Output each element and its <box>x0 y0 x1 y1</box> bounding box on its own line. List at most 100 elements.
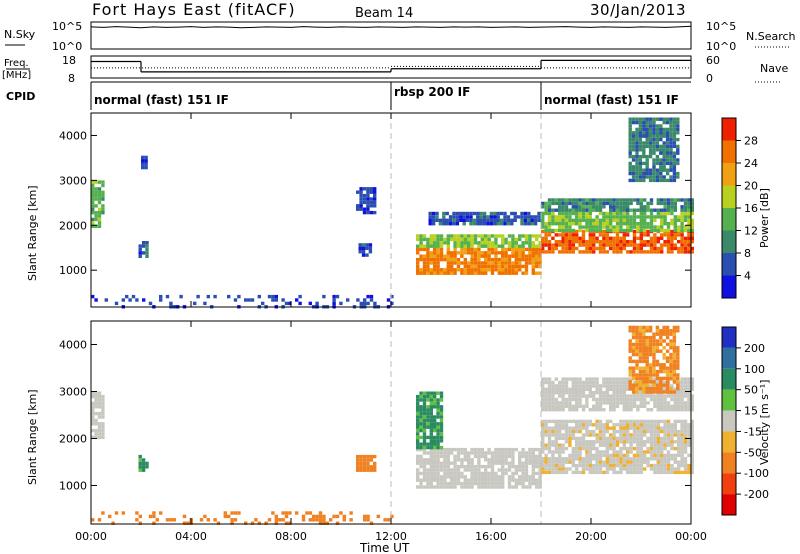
power-cell <box>527 218 531 222</box>
velocity-cell <box>663 426 667 430</box>
velocity-cell <box>683 470 688 475</box>
velocity-cell <box>639 470 643 475</box>
velocity-cell <box>450 468 454 472</box>
velocity-cell <box>419 398 423 402</box>
power-cell <box>528 234 532 238</box>
velocity-cell <box>363 518 367 522</box>
velocity-cell <box>571 453 575 458</box>
power-cell <box>359 200 363 205</box>
power-cell <box>665 144 670 149</box>
power-cell <box>558 205 562 209</box>
power-cell <box>506 222 511 226</box>
power-cell <box>531 241 535 245</box>
velocity-cell <box>541 384 545 388</box>
power-cell <box>538 244 542 248</box>
velocity-cell <box>436 432 440 436</box>
velocity-cell <box>635 346 639 350</box>
power-cell <box>639 218 643 222</box>
velocity-cell <box>598 436 603 441</box>
velocity-cell <box>416 445 420 450</box>
power-cell <box>656 208 660 212</box>
velocity-cell <box>416 422 420 426</box>
power-cell <box>561 208 565 212</box>
y-tick-label: 3000 <box>59 385 87 398</box>
power-cell <box>629 228 633 233</box>
velocity-cell <box>429 425 433 429</box>
power-cell <box>638 144 643 149</box>
power-cell <box>655 148 660 152</box>
velocity-cell <box>612 433 616 437</box>
velocity-cell <box>362 454 367 459</box>
power-cell <box>568 236 572 240</box>
velocity-cell <box>554 440 558 444</box>
power-cell <box>453 237 457 242</box>
velocity-cell <box>426 471 430 476</box>
velocity-cell <box>592 463 596 468</box>
power-cell <box>503 215 507 219</box>
power-cell <box>578 215 582 219</box>
cpid-mode-3: normal (fast) 151 IF <box>544 93 679 107</box>
power-cell <box>554 198 558 202</box>
velocity-cell <box>531 454 535 459</box>
velocity-cell <box>645 342 649 347</box>
velocity-cell <box>585 440 589 444</box>
velocity-cell <box>101 394 105 399</box>
velocity-cell <box>531 468 535 472</box>
velocity-cell <box>690 457 694 461</box>
velocity-cell <box>670 433 674 437</box>
power-cell <box>501 234 505 238</box>
power-cell <box>575 215 579 219</box>
power-cell <box>145 251 149 255</box>
velocity-cell <box>665 356 670 360</box>
power-cell <box>497 268 501 272</box>
velocity-cell <box>439 425 444 429</box>
velocity-cell <box>638 369 643 374</box>
velocity-cell <box>595 404 599 408</box>
power-cell <box>91 187 95 191</box>
x-axis-title: Time UT <box>359 541 410 554</box>
velocity-cell <box>626 446 630 451</box>
velocity-cell <box>656 457 660 461</box>
velocity-cell <box>605 453 609 458</box>
velocity-cell <box>592 467 596 471</box>
velocity-cell <box>592 391 596 395</box>
power-cell <box>585 225 589 229</box>
velocity-cell <box>619 467 623 471</box>
power-cell <box>602 205 606 209</box>
power-cell <box>592 233 596 237</box>
velocity-cell <box>544 457 548 461</box>
velocity-cell <box>665 325 670 330</box>
velocity-cell <box>609 433 613 437</box>
velocity-cell <box>595 401 599 405</box>
power-cell <box>511 241 515 245</box>
velocity-cell <box>94 398 98 402</box>
velocity-cell <box>494 454 498 459</box>
velocity-cell <box>332 514 336 519</box>
velocity-cell <box>439 485 444 489</box>
cpid-label: CPID <box>6 90 35 103</box>
power-cell <box>459 215 463 219</box>
velocity-cell <box>636 460 640 464</box>
power-cell <box>541 250 545 254</box>
velocity-cell <box>622 463 626 468</box>
power-cell <box>358 250 362 254</box>
velocity-cell <box>419 445 423 450</box>
power-cell <box>448 218 453 222</box>
y-tick-label: 3000 <box>59 174 87 187</box>
power-cell <box>486 215 490 219</box>
velocity-cell <box>511 454 515 459</box>
velocity-cell <box>524 468 529 472</box>
velocity-cell <box>443 464 447 469</box>
power-cell <box>575 211 579 216</box>
power-cell <box>365 253 369 257</box>
velocity-cell <box>416 435 420 440</box>
power-cell <box>369 210 373 215</box>
velocity-cell <box>436 451 440 455</box>
power-cell <box>521 264 525 269</box>
velocity-cell <box>581 408 586 412</box>
velocity-cell <box>547 384 552 388</box>
velocity-cell <box>652 386 656 391</box>
velocity-cell <box>575 440 579 444</box>
power-cell <box>356 207 360 211</box>
